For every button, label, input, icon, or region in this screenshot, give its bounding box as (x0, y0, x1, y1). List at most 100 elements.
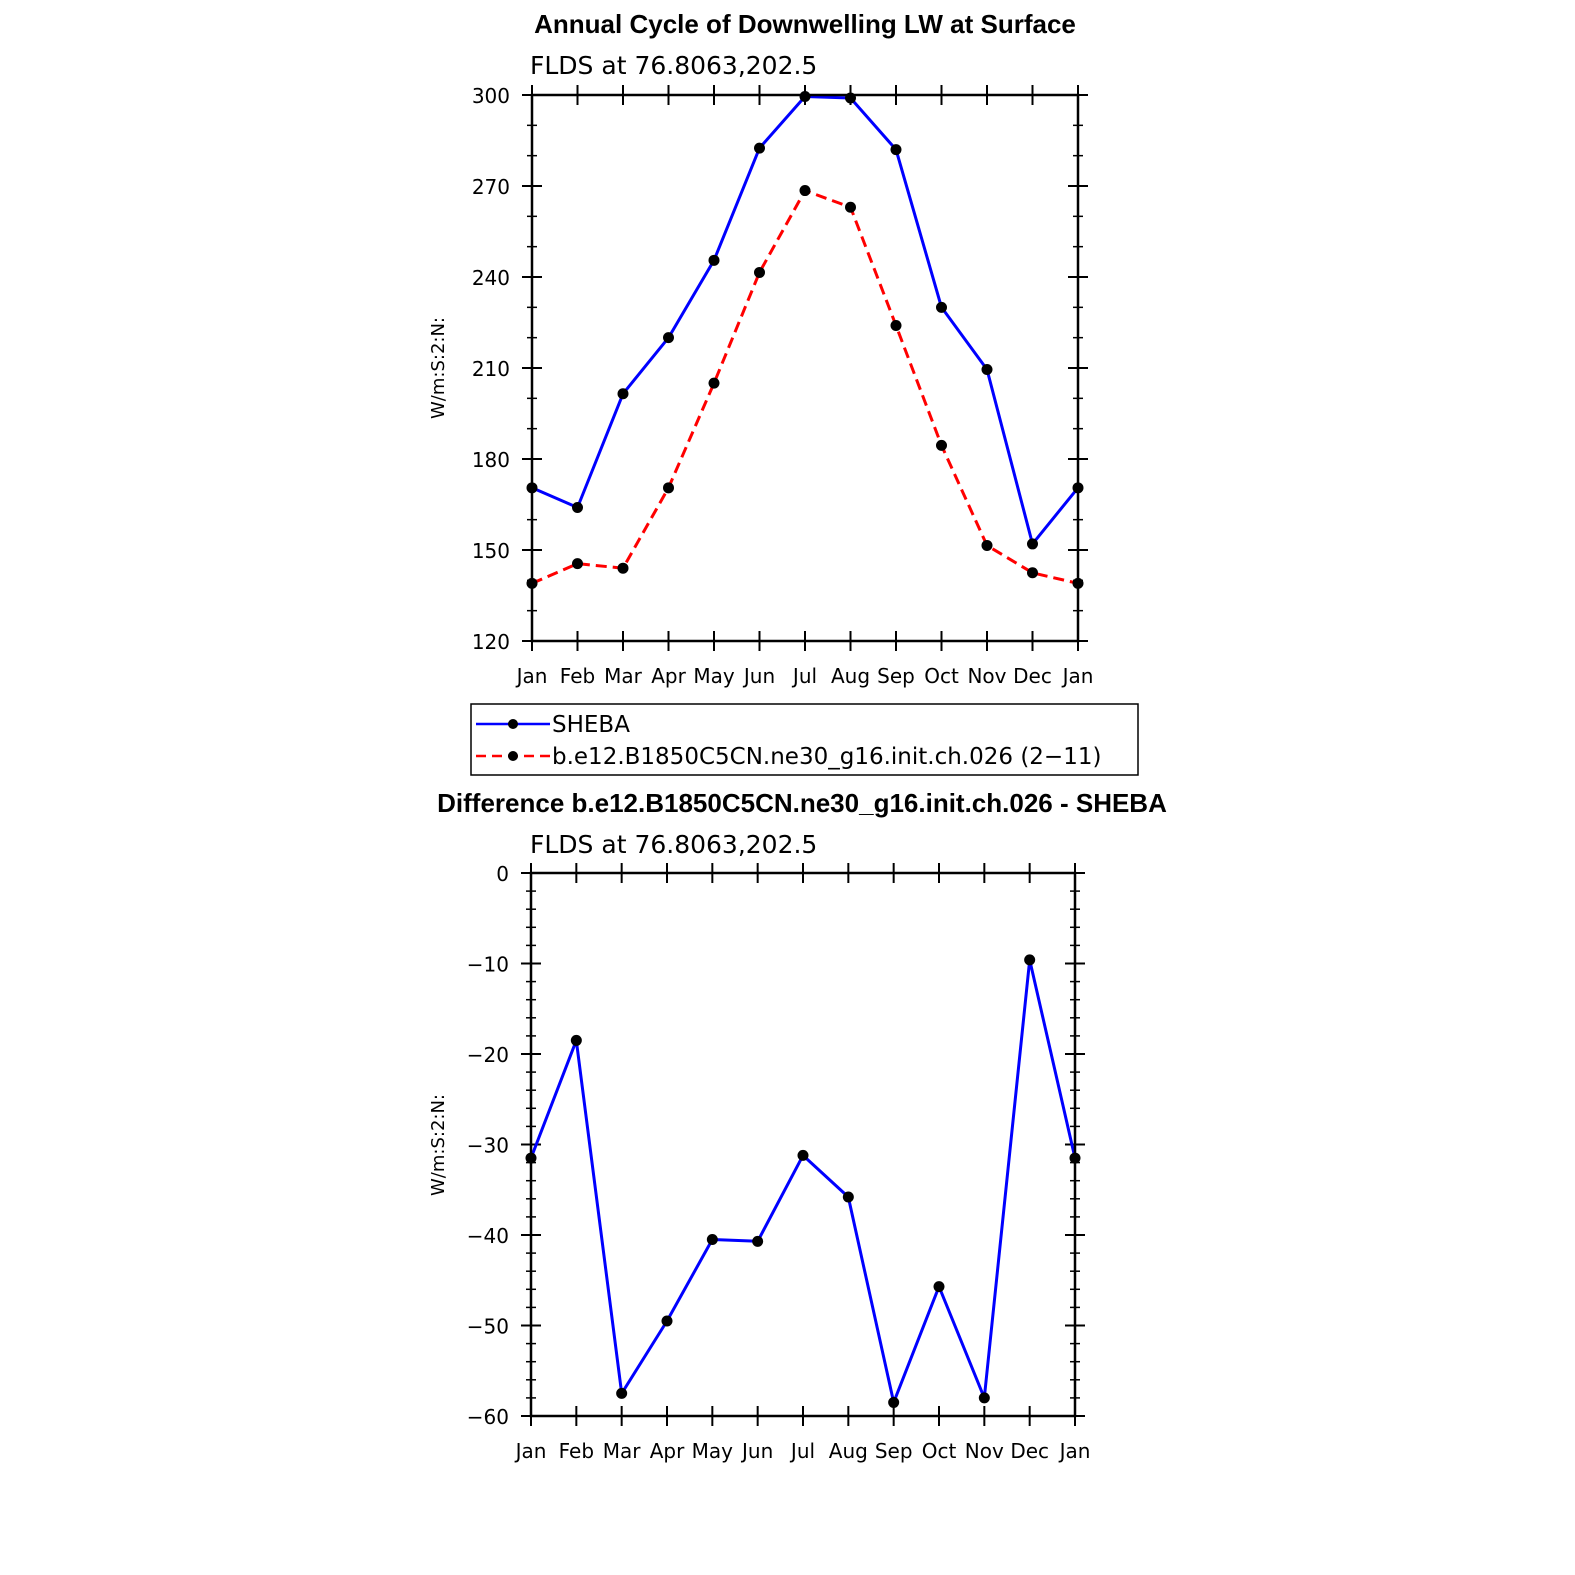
data-point-0 (978, 1392, 990, 1404)
x-tick-label: Feb (560, 664, 595, 688)
y-tick-labels: 120 150 180 210 240 270 300 (472, 84, 510, 654)
y-tick-label: 120 (472, 630, 510, 654)
data-point-1 (617, 562, 629, 574)
data-point-0 (572, 502, 583, 514)
data-point-1 (890, 320, 902, 332)
data-point-0 (616, 1387, 628, 1399)
x-tick-label: Oct (924, 664, 959, 688)
data-point-1 (1027, 567, 1038, 579)
data-point-0 (1024, 954, 1036, 966)
y-tick-label: 150 (472, 539, 510, 563)
x-tick-label: Apr (651, 664, 686, 688)
difference-panel: Difference b.e12.B1850C5CN.ne30_g16.init… (428, 788, 1167, 1463)
y-axis-label: W/m:S:2:N: (428, 1094, 449, 1196)
data-point-0 (570, 1034, 582, 1046)
data-point-1 (708, 377, 720, 389)
data-point-0 (842, 1191, 854, 1203)
data-point-0 (797, 1149, 809, 1161)
plot-frame (529, 871, 1077, 1418)
x-tick-label: Sep (877, 664, 915, 688)
legend-label-model: b.e12.B1850C5CN.ne30_g16.init.ch.026 (2−… (552, 744, 1101, 770)
data-point-0 (888, 1396, 900, 1408)
legend-entry-model: b.e12.B1850C5CN.ne30_g16.init.ch.026 (2−… (476, 744, 1101, 770)
x-tick-label: May (693, 664, 735, 688)
x-tick-label: Jun (742, 664, 775, 688)
x-tick-label: Jul (791, 664, 817, 688)
x-tick-label: Jan (514, 1439, 547, 1463)
data-point-0 (752, 1235, 764, 1247)
data-point-0 (799, 91, 811, 103)
data-point-0 (706, 1234, 718, 1246)
data-points (526, 91, 1084, 589)
data-point-0 (1027, 538, 1038, 550)
y-axis-label: W/m:S:2:N: (428, 317, 449, 419)
data-point-0 (936, 301, 947, 313)
data-point-0 (890, 144, 902, 156)
annual-cycle-panel: Annual Cycle of Downwelling LW at Surfac… (428, 9, 1093, 688)
y-tick-label: 240 (472, 266, 510, 290)
chart-subtitle: FLDS at 76.8063,202.5 (530, 830, 817, 859)
y-tick-label: 180 (472, 448, 510, 472)
x-tick-label: Mar (604, 664, 643, 688)
series-lines (531, 95, 1080, 585)
data-point-1 (981, 539, 993, 551)
plot-frame (530, 93, 1080, 643)
series-line-0 (531, 95, 1080, 546)
data-point-1 (936, 439, 947, 451)
y-tick-label: −40 (467, 1224, 509, 1248)
minor-ticks (522, 85, 1088, 651)
legend-entry-sheba: SHEBA (476, 712, 630, 738)
series-line-0 (529, 958, 1077, 1404)
data-point-0 (933, 1281, 945, 1293)
x-tick-label: Jan (515, 664, 548, 688)
x-tick-label: Jun (740, 1439, 773, 1463)
x-tick-label: Jan (1061, 664, 1094, 688)
y-tick-label: −20 (467, 1043, 509, 1067)
series-lines (529, 958, 1077, 1404)
x-tick-label: Oct (922, 1439, 957, 1463)
legend-box (470, 703, 1139, 776)
y-tick-label: −10 (467, 953, 509, 977)
x-tick-label: Jan (1058, 1439, 1091, 1463)
data-point-0 (981, 364, 993, 376)
x-tick-label: Jul (789, 1439, 815, 1463)
chart-subtitle: FLDS at 76.8063,202.5 (530, 51, 817, 80)
x-tick-label: Aug (831, 664, 870, 688)
x-tick-label: Mar (603, 1439, 642, 1463)
y-tick-label: −50 (467, 1315, 509, 1339)
x-tick-label: Nov (967, 664, 1006, 688)
x-tick-label: Dec (1013, 664, 1052, 688)
y-tick-label: 210 (472, 357, 510, 381)
x-tick-labels: Jan Feb Mar Apr May Jun Jul Aug Sep Oct Nov Dec Jan (515, 664, 1094, 688)
x-tick-label: Sep (875, 1439, 913, 1463)
data-point-1 (663, 482, 674, 494)
y-tick-label: −30 (467, 1134, 509, 1158)
data-point-0 (617, 388, 629, 400)
x-tick-label: Apr (650, 1439, 685, 1463)
y-tick-label: 0 (496, 862, 509, 886)
chart-title: Annual Cycle of Downwelling LW at Surfac… (534, 9, 1076, 39)
y-tick-label: 270 (472, 175, 510, 199)
chart-title: Difference b.e12.B1850C5CN.ne30_g16.init… (437, 788, 1167, 818)
data-point-1 (799, 185, 811, 197)
y-tick-labels: −60 −50 −40 −30 −20 −10 0 (467, 862, 509, 1429)
data-point-1 (845, 201, 856, 213)
x-tick-label: Feb (559, 1439, 594, 1463)
x-tick-label: Nov (965, 1439, 1004, 1463)
data-point-0 (754, 142, 765, 154)
x-tick-label: Aug (829, 1439, 868, 1463)
legend-marker-model (508, 751, 518, 761)
data-point-0 (708, 254, 720, 266)
y-tick-label: 300 (472, 84, 510, 108)
data-points (525, 954, 1081, 1408)
series-line-1 (531, 189, 1079, 585)
x-tick-label: Dec (1010, 1439, 1049, 1463)
legend-label-sheba: SHEBA (552, 712, 630, 738)
x-tick-labels: Jan Feb Mar Apr May Jun Jul Aug Sep Oct Nov Dec Jan (514, 1439, 1091, 1463)
legend: SHEBA b.e12.B1850C5CN.ne30_g16.init.ch.0… (470, 703, 1139, 776)
data-point-0 (661, 1315, 673, 1327)
y-tick-label: −60 (467, 1405, 509, 1429)
data-point-0 (663, 332, 674, 344)
data-point-1 (572, 558, 583, 570)
